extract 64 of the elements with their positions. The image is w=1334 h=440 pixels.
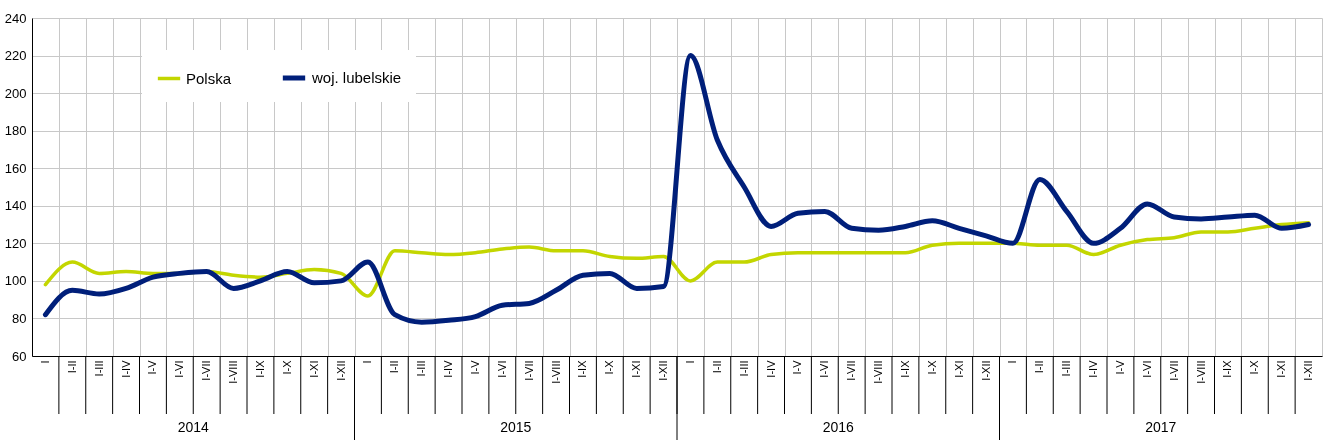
x-tick-label: I-X xyxy=(1248,359,1261,375)
y-tick-label: 180 xyxy=(4,123,27,139)
legend-label: woj. lubelskie xyxy=(311,69,402,86)
x-tick-label: I-V xyxy=(146,359,159,375)
x-tick-label: I xyxy=(361,360,374,364)
y-tick-label: 80 xyxy=(12,310,27,326)
x-tick-label: I-XI xyxy=(307,360,320,378)
x-tick-label: I-X xyxy=(603,359,616,375)
text: 2015 xyxy=(500,419,532,435)
x-tick-label: I-XI xyxy=(1275,360,1288,378)
x-tick-label: I-IX xyxy=(253,359,266,378)
x-tick-label: I-VII xyxy=(522,360,535,381)
x-tick-label: I-XII xyxy=(657,360,670,381)
x-tick-label: I xyxy=(1006,360,1019,364)
x-tick-label: I-VI xyxy=(173,360,186,378)
y-tick-label: 220 xyxy=(4,48,27,64)
x-tick-label: I-II xyxy=(65,360,78,374)
x-tick-label: I-VIII xyxy=(549,360,562,384)
x-tick-label: I-III xyxy=(92,360,105,377)
text: 2016 xyxy=(822,419,855,435)
x-tick-label: I-VII xyxy=(1167,360,1180,381)
x-tick-label: I-III xyxy=(737,360,750,377)
x-tick-label: I-II xyxy=(388,360,401,374)
x-tick-label: I-II xyxy=(710,360,723,374)
x-tick-label: I-XII xyxy=(1302,360,1315,381)
x-tick-label: I-III xyxy=(415,360,428,377)
x-tick-label: I-XII xyxy=(334,360,347,381)
x-tick-label: I-IV xyxy=(764,359,777,378)
x-tick-label: I-X xyxy=(925,359,938,375)
y-tick-label: 100 xyxy=(4,273,27,289)
x-tick-label: I-IV xyxy=(442,359,455,378)
x-tick-label: I-IX xyxy=(1221,359,1234,378)
x-tick-label: I-III xyxy=(1060,360,1073,377)
y-tick-label: 140 xyxy=(4,198,27,214)
x-tick-label: I-X xyxy=(280,359,293,375)
x-tick-label: I-V xyxy=(468,359,481,375)
x-tick-label: I xyxy=(683,360,696,364)
y-tick-label: 200 xyxy=(4,85,27,101)
x-tick-label: I-IV xyxy=(119,359,132,378)
text: 2017 xyxy=(1145,419,1177,435)
x-tick-label: I-VIII xyxy=(872,360,885,384)
y-tick-label: 60 xyxy=(12,348,27,364)
text: 2014 xyxy=(177,419,210,435)
x-tick-label: I-VI xyxy=(495,360,508,378)
x-tick-label: I-XI xyxy=(630,360,643,378)
y-tick-label: 240 xyxy=(4,10,27,26)
x-tick-label: I-VI xyxy=(818,360,831,378)
x-tick-label: I-VII xyxy=(845,360,858,381)
x-tick-label: I-XII xyxy=(979,360,992,381)
x-tick-label: I-XI xyxy=(952,360,965,378)
y-tick-label: 120 xyxy=(4,235,27,251)
x-tick-label: I-VII xyxy=(200,360,213,381)
x-tick-label: I-V xyxy=(791,359,804,375)
x-tick-label: I-VIII xyxy=(227,360,240,384)
x-tick-label: I xyxy=(38,360,51,364)
x-tick-label: I-VI xyxy=(1140,360,1153,378)
x-tick-label: I-VIII xyxy=(1194,360,1207,384)
x-tick-label: I-V xyxy=(1113,359,1126,375)
x-tick-label: I-IV xyxy=(1087,359,1100,378)
x-tick-label: I-IX xyxy=(898,359,911,378)
x-tick-label: I-II xyxy=(1033,360,1046,374)
legend-label: Polska xyxy=(186,69,232,87)
x-tick-label: I-IX xyxy=(576,359,589,378)
y-tick-label: 160 xyxy=(4,160,27,176)
